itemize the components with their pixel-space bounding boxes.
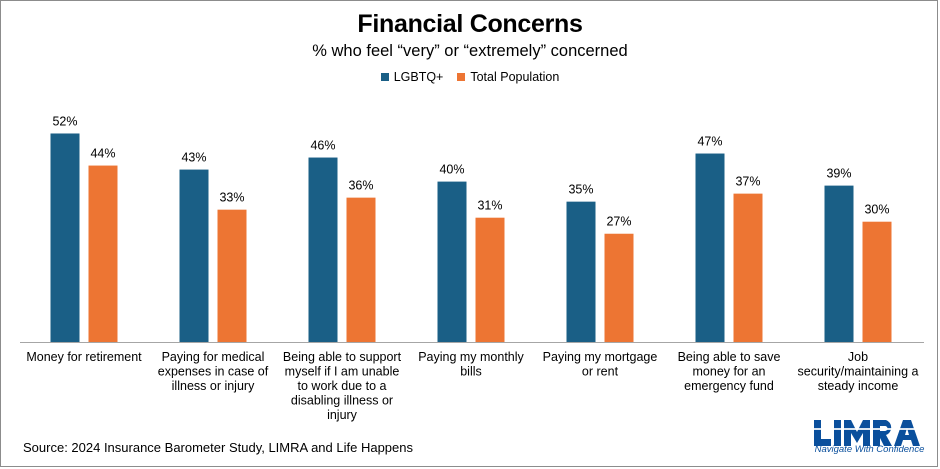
bar-total-population-2 (217, 209, 247, 342)
logo-tagline: Navigate With Confidence (814, 444, 925, 455)
category-label-6: Being able to save money for an emergency … (678, 350, 781, 393)
bar-total-population-6 (733, 193, 763, 342)
legend-item-total-population: Total Population (457, 70, 559, 84)
legend-label-lgbtq: LGBTQ+ (393, 70, 444, 84)
bar-total-population-4 (475, 217, 505, 342)
legend-swatch-lgbtq (380, 73, 389, 81)
legend-swatch-total-population (457, 73, 466, 81)
source-note: Source: 2024 Insurance Barometer Study, … (23, 440, 413, 455)
bar-lgbtq-4 (437, 181, 467, 342)
category-label-5: Paying my mortgage or rent (543, 350, 658, 379)
data-label-total-population-1: 44% (90, 147, 115, 161)
data-label-total-population-2: 33% (219, 191, 244, 205)
bar-lgbtq-3 (308, 157, 338, 342)
bar-total-population-1 (88, 165, 118, 342)
legend-item-lgbtq: LGBTQ+ (380, 70, 444, 84)
chart-title: Financial Concerns (357, 10, 583, 38)
data-label-total-population-3: 36% (348, 179, 373, 193)
bar-lgbtq-7 (824, 185, 854, 342)
bar-lgbtq-6 (695, 153, 725, 342)
bar-total-population-5 (604, 233, 634, 342)
data-label-total-population-6: 37% (735, 175, 760, 189)
legend: LGBTQ+ Total Population (0, 70, 940, 84)
data-label-total-population-4: 31% (477, 199, 502, 213)
data-label-lgbtq-1: 52% (52, 114, 77, 128)
category-label-1: Money for retirement (26, 350, 142, 364)
data-label-lgbtq-7: 39% (826, 167, 851, 181)
bar-lgbtq-1 (50, 133, 80, 342)
bar-lgbtq-5 (566, 201, 596, 342)
category-label-4: Paying my monthly bills (418, 350, 524, 379)
data-label-lgbtq-5: 35% (568, 183, 593, 197)
data-label-lgbtq-2: 43% (181, 151, 206, 165)
category-label-3: Being able to support myself if I am unab… (283, 350, 402, 422)
legend-label-total-population: Total Population (470, 70, 560, 84)
limra-logo (814, 420, 920, 446)
data-label-total-population-7: 30% (864, 203, 889, 217)
data-label-total-population-5: 27% (606, 215, 631, 229)
data-label-lgbtq-6: 47% (697, 135, 722, 149)
category-label-2: Paying for medical expenses in case of ill… (158, 350, 269, 393)
bar-lgbtq-2 (179, 169, 209, 342)
chart-subtitle: % who feel “very” or “extremely” concern… (312, 42, 628, 60)
bar-total-population-7 (862, 221, 892, 342)
data-label-lgbtq-3: 46% (310, 139, 335, 153)
category-label-7: Job security/maintaining a steady income (798, 350, 919, 393)
bar-total-population-3 (346, 197, 376, 342)
data-label-lgbtq-4: 40% (439, 163, 464, 177)
